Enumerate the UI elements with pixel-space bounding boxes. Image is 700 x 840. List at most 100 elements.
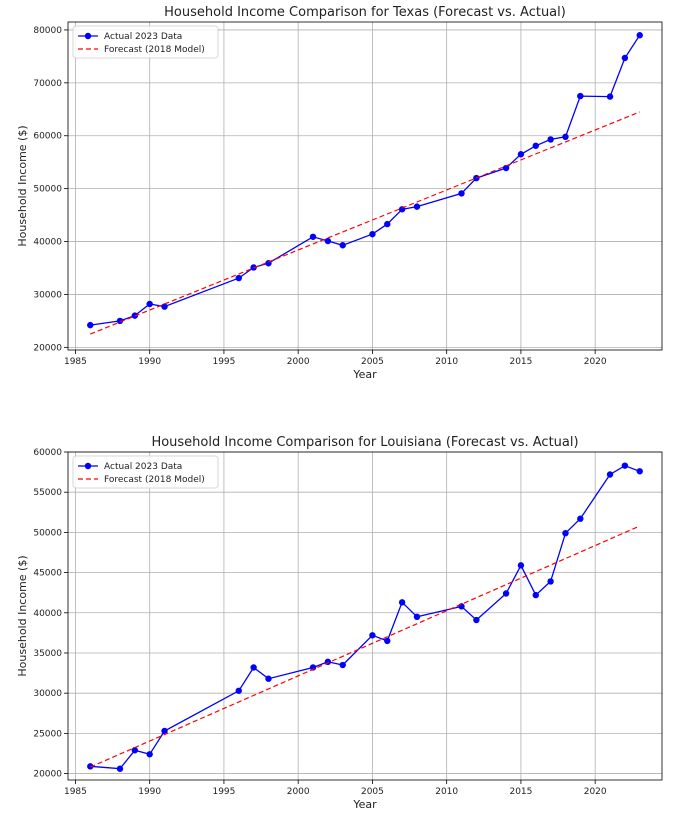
texas-actual-point [502,164,510,172]
louisiana-actual-line [90,464,640,770]
texas-legend-label: Actual 2023 Data [104,32,182,42]
louisiana-y-tick-label: 55000 [33,488,62,498]
texas-x-tick-label: 2015 [509,357,532,367]
texas-forecast-line [90,111,640,335]
louisiana-chart-title: Household Income Comparison for Louisian… [151,435,578,450]
texas-plot-frame [67,21,663,351]
louisiana-actual-point [398,599,406,606]
louisiana-y-tick-label: 35000 [33,649,62,659]
louisiana-y-tick-label: 60000 [33,448,62,458]
louisiana-y-tick-label: 50000 [33,528,62,538]
texas-y-tick-label: 20000 [33,343,62,353]
louisiana-actual-point [265,675,272,682]
texas-actual-point [577,92,584,100]
texas-actual-point [161,303,168,310]
texas-actual-point [116,317,124,325]
texas-y-tick-label: 60000 [33,132,62,142]
texas-legend-label: Forecast (2018 Model) [104,45,205,55]
texas-legend-box [72,25,219,59]
louisiana-x-tick-label: 1985 [64,787,87,797]
texas-actual-point [562,133,569,140]
texas-legend: Actual 2023 Data Forecast (2018 Model) [72,25,219,59]
louisiana-legend: Actual 2023 Data Forecast (2018 Model) [72,455,219,489]
texas-actual-point [146,300,153,308]
louisiana-actual-point [250,664,257,671]
louisiana-actual-point [384,637,391,645]
louisiana-y-tick-label: 40000 [33,609,62,619]
texas-actual-point [235,274,242,282]
texas-actual-point [413,203,421,210]
texas-actual-point [547,136,554,143]
louisiana-actual-point [235,687,242,694]
louisiana-actual-point [473,616,480,624]
louisiana-x-axis-label: Year [352,798,377,811]
texas-actual-point [458,190,465,197]
louisiana-actual-point [606,471,614,478]
louisiana-actual-point [131,747,139,754]
louisiana-actual-point [116,765,124,772]
texas-chart: 1985 1990 1995 2000 2005 2010 2015 2020 20000 300… [16,5,663,381]
louisiana-y-tick-label: 20000 [33,770,62,780]
louisiana-actual-point [458,603,465,610]
louisiana-actual-point [146,751,153,758]
texas-x-tick-label: 2005 [361,357,384,367]
louisiana-actual-point [369,632,376,639]
texas-actual-point [532,142,539,149]
louisiana-actual-point [161,727,168,735]
texas-actual-point [369,230,376,238]
louisiana-x-tick-label: 2000 [287,787,310,797]
louisiana-x-tick-label: 2010 [435,787,458,797]
texas-actual-point [87,321,94,329]
texas-x-tick-label: 1985 [64,357,87,367]
louisiana-x-tick-label: 2015 [509,787,532,797]
louisiana-actual-point [577,515,584,522]
texas-actual-point [621,54,629,62]
louisiana-legend-label: Actual 2023 Data [104,462,182,472]
texas-actual-point [606,93,614,100]
louisiana-y-tick-label: 30000 [33,689,62,699]
texas-y-tick-label: 50000 [33,185,62,195]
texas-y-tick-label: 80000 [33,26,62,36]
louisiana-actual-point [339,661,346,669]
texas-y-tick-label: 30000 [33,290,62,300]
louisiana-actual-point [562,529,569,537]
louisiana-x-tick-label: 1995 [212,787,235,797]
louisiana-actual-point [636,468,643,475]
texas-x-tick-label: 2010 [435,357,458,367]
texas-y-tick-label: 70000 [33,79,62,89]
texas-chart-title: Household Income Comparison for Texas (F… [164,5,566,20]
louisiana-actual-point [621,462,629,469]
texas-x-tick-label: 1995 [212,357,235,367]
louisiana-y-tick-label: 25000 [33,729,62,739]
louisiana-y-axis-label: Household Income ($) [16,555,29,676]
texas-x-tick-label: 1990 [138,357,161,367]
louisiana-legend-box [72,455,219,489]
louisiana-x-tick-label: 2005 [361,787,384,797]
texas-actual-point [324,237,332,245]
texas-x-tick-label: 2000 [287,357,310,367]
louisiana-legend-label: Forecast (2018 Model) [104,475,205,485]
louisiana-actual-point [87,763,94,770]
texas-actual-point [384,220,391,228]
louisiana-plot-frame [67,451,663,781]
texas-actual-point [309,233,317,240]
louisiana-actual-point [517,562,525,569]
louisiana-chart: 1985 1990 1995 2000 2005 2010 2015 2020 20000 250… [16,435,663,811]
texas-legend-swatch-marker [84,32,92,40]
louisiana-y-tick-label: 45000 [33,569,62,579]
louisiana-actual-point [413,613,421,621]
louisiana-x-tick-label: 2020 [584,787,607,797]
louisiana-actual-point [502,590,510,597]
texas-y-tick-label: 40000 [33,238,62,248]
texas-y-axis-label: Household Income ($) [16,125,29,246]
louisiana-actual-point [547,578,554,585]
texas-x-tick-label: 2020 [584,357,607,367]
texas-actual-point [339,242,346,249]
louisiana-forecast-line [90,525,640,768]
louisiana-legend-swatch-marker [84,462,92,470]
texas-x-axis-label: Year [352,368,377,381]
louisiana-x-tick-label: 1990 [138,787,161,797]
louisiana-actual-point [532,591,539,599]
